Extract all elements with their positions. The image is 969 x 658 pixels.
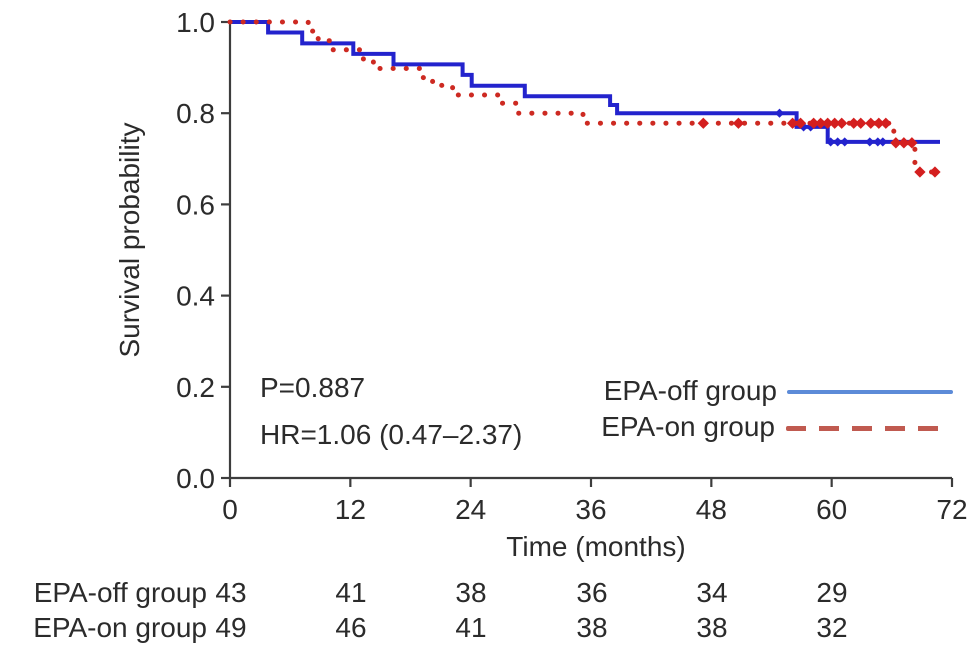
censor-mark — [855, 117, 867, 129]
epa-off-group-curve — [230, 20, 940, 144]
x-tick-label: 48 — [696, 494, 727, 525]
x-axis-title: Time (months) — [506, 531, 686, 562]
risk-count: 46 — [335, 612, 367, 643]
y-tick-label: 0.4 — [176, 281, 215, 312]
censor-mark — [732, 117, 745, 129]
censor-mark — [774, 108, 785, 118]
y-tick-label: 0.2 — [176, 372, 215, 403]
x-tick-label: 0 — [222, 494, 238, 525]
censor-mark — [929, 166, 941, 178]
censor-mark — [840, 137, 850, 147]
y-axis-title: Survival probability — [114, 122, 145, 358]
censor-mark — [873, 137, 883, 147]
x-tick-label: 36 — [575, 494, 606, 525]
risk-count: 36 — [576, 577, 608, 608]
y-tick-label: 0.8 — [176, 98, 215, 129]
risk-count: 34 — [696, 577, 728, 608]
risk-count: 32 — [816, 612, 848, 643]
risk-count: 41 — [335, 577, 367, 608]
risk-count: 49 — [215, 612, 247, 643]
legend-line-epa-on-dashed — [786, 426, 948, 431]
legend-label-epa-off: EPA-off group — [603, 375, 777, 406]
x-tick-label: 24 — [455, 494, 486, 525]
censor-mark — [878, 137, 888, 147]
risk-count: 38 — [455, 577, 487, 608]
risk-count: 43 — [215, 577, 247, 608]
hazard-ratio-annotation: HR=1.06 (0.47–2.37) — [260, 419, 523, 450]
censor-mark — [697, 117, 709, 129]
x-tick-label: 60 — [816, 494, 847, 525]
risk-count: 41 — [455, 612, 487, 643]
y-tick-label: 1.0 — [176, 7, 215, 38]
censor-mark — [890, 137, 902, 149]
risk-count: 38 — [696, 612, 728, 643]
x-tick-label: 12 — [335, 494, 366, 525]
legend-label-epa-on: EPA-on group — [601, 411, 775, 442]
axes — [228, 21, 952, 480]
epa-on-group-curve — [227, 19, 941, 175]
risk-count: 29 — [816, 577, 848, 608]
y-tick-label: 0.0 — [176, 463, 215, 494]
censor-mark — [906, 137, 918, 149]
legend-line-epa-off-solid — [787, 390, 953, 394]
y-tick-label: 0.6 — [176, 189, 215, 220]
x-tick-label: 72 — [936, 494, 967, 525]
risk-table-row-label-epa-off: EPA-off group — [33, 577, 207, 608]
censor-mark — [880, 117, 892, 129]
risk-table-row-label-epa-on: EPA-on group — [33, 612, 207, 643]
censor-mark — [833, 137, 843, 147]
censor-mark — [914, 166, 926, 178]
censor-mark — [898, 137, 910, 149]
censor-mark — [826, 137, 836, 147]
risk-count: 38 — [576, 612, 608, 643]
p-value-annotation: P=0.887 — [260, 372, 366, 403]
censor-mark — [865, 137, 875, 147]
censor-mark — [836, 117, 848, 129]
